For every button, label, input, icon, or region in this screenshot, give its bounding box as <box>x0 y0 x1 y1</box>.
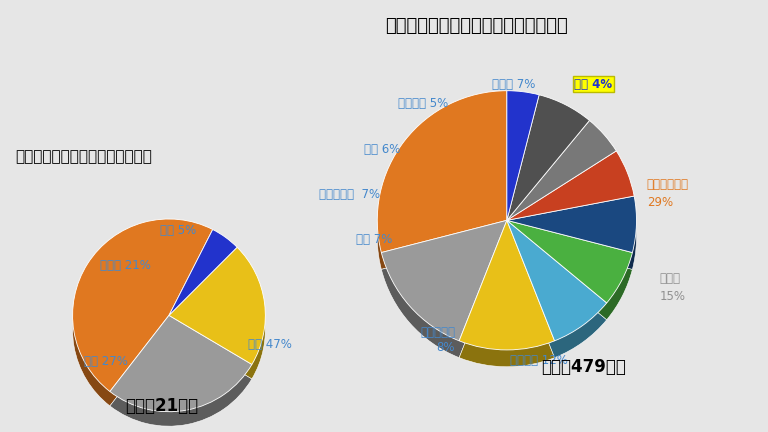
Wedge shape <box>507 151 634 220</box>
Text: ブラジル 5%: ブラジル 5% <box>399 97 449 110</box>
Wedge shape <box>507 95 590 220</box>
Text: 中国 7%: 中国 7% <box>356 233 392 246</box>
Wedge shape <box>507 108 539 237</box>
Text: 欧州 47%: 欧州 47% <box>248 338 292 351</box>
Text: インドネシア: インドネシア <box>647 178 689 191</box>
Wedge shape <box>73 219 213 391</box>
Wedge shape <box>169 262 265 379</box>
Wedge shape <box>507 91 539 220</box>
Text: インド: インド <box>660 272 680 285</box>
Wedge shape <box>507 137 616 237</box>
Wedge shape <box>382 220 507 341</box>
Text: その他 21%: その他 21% <box>100 259 151 272</box>
Wedge shape <box>507 237 632 320</box>
Wedge shape <box>110 315 252 412</box>
Text: モータサイクル国内生産出荷内訳: モータサイクル国内生産出荷内訳 <box>15 149 152 164</box>
Text: 年間約21万台: 年間約21万台 <box>124 397 198 415</box>
Wedge shape <box>507 220 632 303</box>
Text: フィリピン
8%: フィリピン 8% <box>420 326 455 353</box>
Text: 北米 27%: 北米 27% <box>84 355 128 368</box>
Wedge shape <box>169 244 237 330</box>
Wedge shape <box>507 213 637 270</box>
Text: 日本 4%: 日本 4% <box>574 78 612 91</box>
Wedge shape <box>459 237 554 367</box>
Wedge shape <box>377 108 507 270</box>
Text: 29%: 29% <box>647 196 673 209</box>
Wedge shape <box>382 237 507 358</box>
Wedge shape <box>377 91 507 253</box>
Wedge shape <box>459 220 554 350</box>
Wedge shape <box>507 196 637 253</box>
Wedge shape <box>507 121 616 220</box>
Wedge shape <box>507 168 634 237</box>
Wedge shape <box>507 111 590 237</box>
Text: その他 7%: その他 7% <box>492 78 535 91</box>
Wedge shape <box>169 247 265 365</box>
Wedge shape <box>110 330 252 426</box>
Text: ヤマハモータサイクルの世界生産内訳: ヤマハモータサイクルの世界生産内訳 <box>385 17 568 35</box>
Text: 15%: 15% <box>660 290 686 303</box>
Wedge shape <box>507 220 607 341</box>
Text: マレーシア  7%: マレーシア 7% <box>319 188 380 201</box>
Wedge shape <box>169 229 237 315</box>
Text: タイ 6%: タイ 6% <box>364 143 401 156</box>
Text: 日本 5%: 日本 5% <box>161 224 197 237</box>
Wedge shape <box>73 233 213 406</box>
Wedge shape <box>507 237 607 358</box>
Text: 年間約479万台: 年間約479万台 <box>541 358 626 376</box>
Text: ベトナム 12%: ベトナム 12% <box>511 354 568 367</box>
